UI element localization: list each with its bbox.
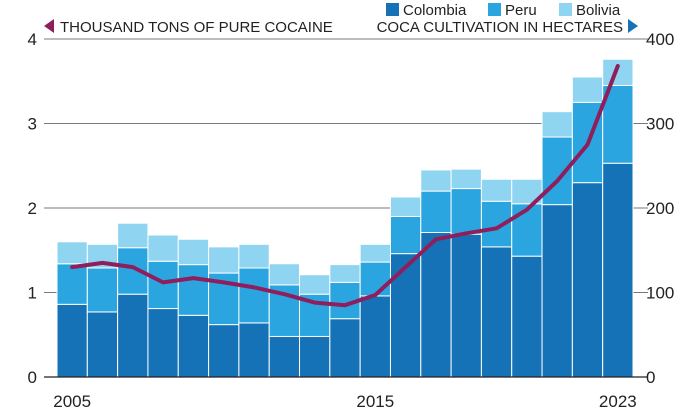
bar-peru [177,264,210,316]
left-tick-label: 0 [28,368,37,387]
right-tick-label: 400 [646,30,674,49]
right-axis-label: COCA CULTIVATION IN HECTARES [377,19,623,36]
bars [56,58,634,378]
legend-swatch-bolivia [559,3,572,16]
bar-peru [56,263,88,305]
legend-swatch-peru [488,3,501,16]
bar-bolivia [602,58,634,86]
bar-peru [541,136,573,206]
left-tick-label: 1 [28,284,37,303]
left-arrow-icon [44,19,54,33]
bar-bolivia [450,168,482,190]
bar-bolivia [117,222,149,249]
left-tick-label: 2 [28,199,37,218]
bar-bolivia [329,264,361,283]
x-tick-label: 2005 [53,392,91,409]
bar-peru [147,260,179,310]
bar-colombia [238,322,270,378]
bar-bolivia [389,196,422,217]
bar-colombia [480,246,513,378]
bar-bolivia [299,274,331,295]
legend-label-peru: Peru [505,2,537,19]
bar-bolivia [359,243,391,263]
x-tick-label: 2015 [356,392,394,409]
right-tick-label: 200 [646,199,674,218]
bar-colombia [268,335,301,378]
bar-bolivia [571,76,604,103]
bar-colombia [177,314,210,378]
legend-item-peru: Peru [488,2,537,19]
right-tick-label: 0 [646,368,655,387]
bar-peru [389,215,422,255]
bar-colombia [299,335,331,378]
bar-bolivia [541,111,573,138]
right-tick-label: 100 [646,284,674,303]
x-tick-label: 2023 [599,392,637,409]
bar-colombia [541,204,573,378]
bar-bolivia [480,178,513,202]
left-tick-label: 4 [28,30,37,49]
legend-swatch-colombia [386,3,399,16]
bar-colombia [359,295,391,378]
bar-colombia [511,255,543,378]
bar-bolivia [56,241,88,265]
bar-colombia [56,303,88,378]
bar-peru [359,261,391,297]
bar-peru [450,188,482,235]
legend: Colombia Peru Bolivia [386,2,621,19]
bar-colombia [420,232,452,378]
legend-label-colombia: Colombia [403,2,467,19]
bar-bolivia [420,169,452,192]
right-arrow-icon [628,19,638,33]
bar-peru [420,190,452,234]
left-axis-label: THOUSAND TONS OF PURE COCAINE [60,19,333,36]
bar-bolivia [147,234,179,262]
bar-colombia [389,253,422,378]
bar-colombia [329,318,361,378]
bar-bolivia [238,243,270,269]
legend-item-colombia: Colombia [386,2,467,19]
bar-colombia [450,233,482,378]
axes: 0 0 1 100 2 200 3 300 4 400 2005 2015 2023 [28,30,675,409]
bar-colombia [208,324,240,378]
bar-bolivia [268,263,301,286]
legend-label-bolivia: Bolivia [576,2,621,19]
line-series [70,64,620,308]
bar-peru [238,267,270,324]
bar-bolivia [208,246,240,274]
bar-colombia [602,162,634,378]
bar-colombia [571,182,604,378]
bar-colombia [86,311,119,378]
bar-colombia [117,293,149,378]
legend-item-bolivia: Bolivia [559,2,621,19]
right-tick-label: 300 [646,115,674,134]
bar-peru [602,84,634,164]
left-tick-label: 3 [28,115,37,134]
bar-bolivia [177,238,210,266]
cocaine-production-line [70,64,620,308]
left-axis-title: THOUSAND TONS OF PURE COCAINE [44,19,333,36]
bar-peru [86,267,119,313]
bar-colombia [147,308,179,378]
right-axis-title: COCA CULTIVATION IN HECTARES [377,19,638,36]
